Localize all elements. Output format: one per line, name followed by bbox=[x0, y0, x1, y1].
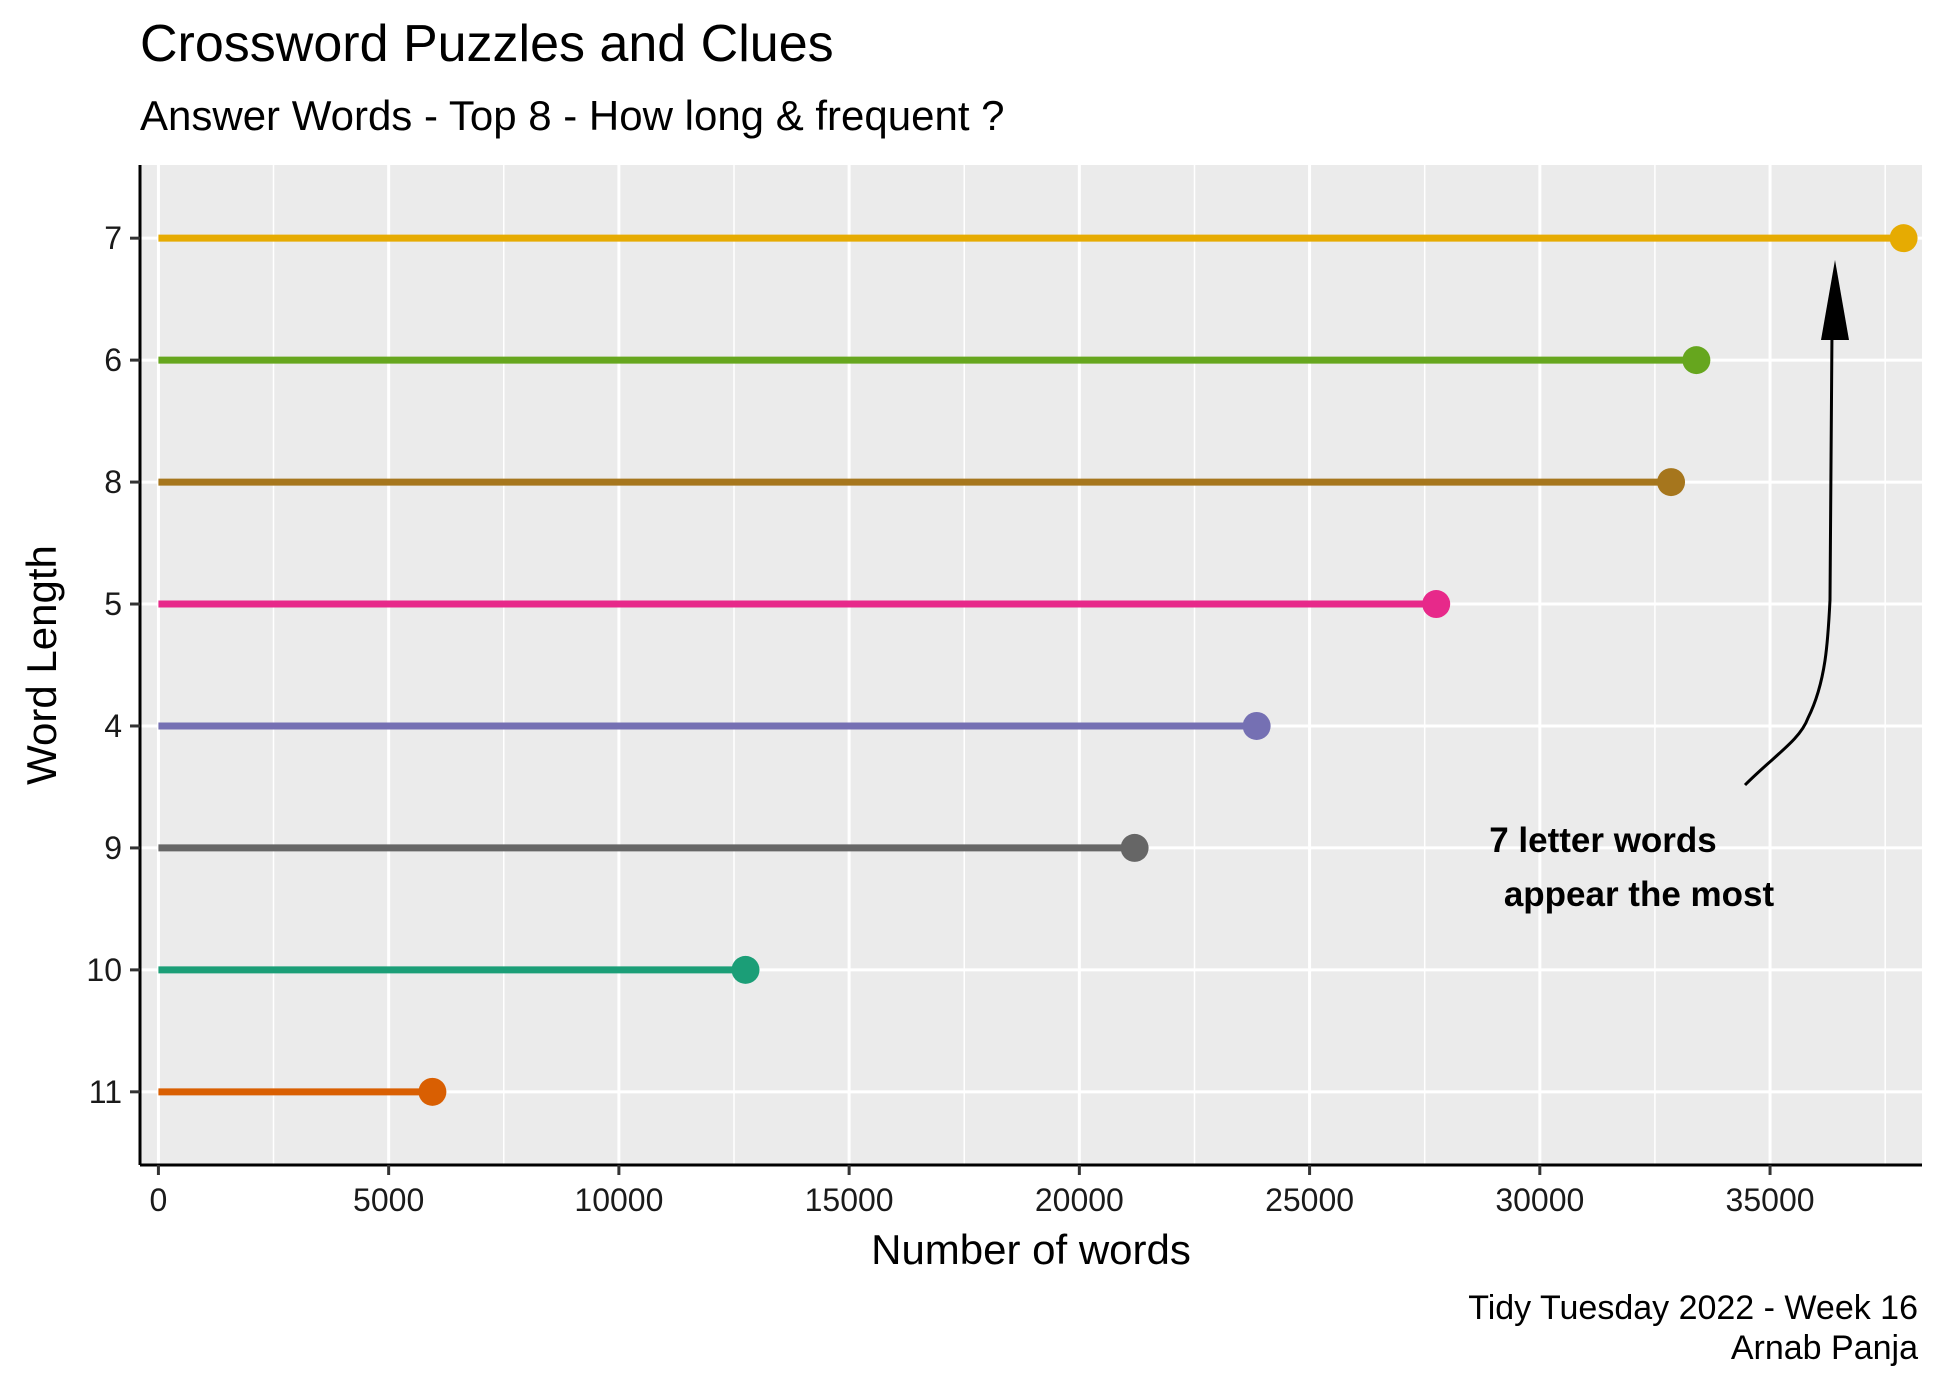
dot-length-11 bbox=[418, 1077, 447, 1106]
y-tick-label: 6 bbox=[104, 342, 122, 378]
x-tick-label: 0 bbox=[150, 1182, 168, 1218]
y-tick-label: 9 bbox=[104, 830, 122, 866]
plot-panel bbox=[140, 165, 1922, 1165]
lollipop-stems bbox=[158, 234, 1904, 1096]
dot-length-9 bbox=[1120, 833, 1149, 862]
x-tick-label: 10000 bbox=[574, 1182, 663, 1218]
chart-subtitle: Answer Words - Top 8 - How long & freque… bbox=[140, 92, 1005, 139]
annotation-line-2: appear the most bbox=[1504, 875, 1775, 914]
x-tick-label: 25000 bbox=[1265, 1182, 1354, 1218]
annotation-arrow-line bbox=[1743, 329, 1834, 787]
dot-length-5 bbox=[1422, 590, 1451, 619]
y-axis-ticks: 7 6 8 5 4 9 10 11 bbox=[86, 220, 140, 1110]
annotation-arrowhead bbox=[1821, 260, 1849, 340]
x-tick-label: 5000 bbox=[353, 1182, 424, 1218]
x-tick-label: 15000 bbox=[805, 1182, 894, 1218]
x-tick-label: 30000 bbox=[1495, 1182, 1584, 1218]
lollipop-dots bbox=[418, 224, 1918, 1106]
y-tick-label: 8 bbox=[104, 464, 122, 500]
y-tick-label: 10 bbox=[86, 952, 122, 988]
y-tick-label: 7 bbox=[104, 220, 122, 256]
y-tick-label: 11 bbox=[89, 1074, 122, 1110]
x-tick-label: 20000 bbox=[1035, 1182, 1124, 1218]
y-axis-title: Word Length bbox=[18, 545, 65, 785]
chart-title: Crossword Puzzles and Clues bbox=[140, 15, 834, 73]
dot-length-8 bbox=[1657, 468, 1686, 497]
x-axis-ticks: 0 5000 10000 15000 20000 25000 30000 35000 bbox=[150, 1165, 1815, 1218]
x-tick-label: 35000 bbox=[1726, 1182, 1815, 1218]
caption: Tidy Tuesday 2022 - Week 16 Arnab Panja bbox=[1468, 1288, 1918, 1368]
caption-line-2: Arnab Panja bbox=[1730, 1329, 1918, 1367]
y-tick-label: 5 bbox=[104, 586, 122, 622]
x-axis-title: Number of words bbox=[871, 1226, 1191, 1273]
annotation-line-1: 7 letter words bbox=[1489, 821, 1717, 860]
dot-length-7 bbox=[1889, 224, 1918, 253]
annotation: 7 letter words appear the most bbox=[1489, 260, 1849, 914]
y-tick-label: 4 bbox=[104, 708, 122, 744]
minor-gridlines bbox=[272, 165, 1886, 1165]
dot-length-6 bbox=[1682, 346, 1711, 375]
dot-length-4 bbox=[1242, 711, 1271, 740]
caption-line-1: Tidy Tuesday 2022 - Week 16 bbox=[1468, 1289, 1918, 1327]
dot-length-10 bbox=[731, 955, 760, 984]
